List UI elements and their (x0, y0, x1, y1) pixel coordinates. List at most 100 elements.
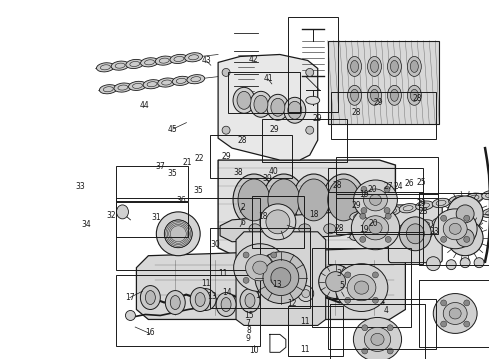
Ellipse shape (165, 291, 185, 315)
Circle shape (362, 325, 368, 331)
Circle shape (243, 252, 249, 258)
Ellipse shape (194, 289, 216, 310)
Ellipse shape (365, 327, 391, 351)
Text: 11: 11 (218, 269, 228, 278)
Ellipse shape (465, 211, 483, 220)
Ellipse shape (371, 333, 384, 345)
Ellipse shape (156, 212, 200, 256)
Ellipse shape (432, 198, 450, 208)
Text: 28: 28 (412, 94, 421, 103)
Ellipse shape (185, 53, 202, 62)
Ellipse shape (172, 76, 190, 85)
Circle shape (222, 68, 230, 76)
Bar (330, 303, 425, 360)
Ellipse shape (432, 217, 450, 226)
Ellipse shape (99, 85, 117, 94)
Text: 43: 43 (201, 57, 211, 66)
Text: 24: 24 (394, 181, 404, 190)
Ellipse shape (347, 57, 362, 76)
Text: 29: 29 (417, 199, 426, 208)
Ellipse shape (318, 265, 353, 298)
Ellipse shape (368, 57, 382, 76)
Bar (228, 72, 300, 113)
Text: 29: 29 (351, 201, 361, 210)
Text: 42: 42 (249, 55, 259, 64)
Bar (336, 194, 438, 234)
Ellipse shape (388, 85, 401, 105)
Circle shape (344, 272, 351, 278)
Text: 41: 41 (263, 75, 273, 84)
Ellipse shape (335, 264, 388, 311)
Text: 38: 38 (233, 168, 243, 177)
Polygon shape (218, 160, 395, 255)
Polygon shape (236, 232, 326, 325)
Ellipse shape (233, 174, 275, 226)
Ellipse shape (456, 205, 474, 223)
Ellipse shape (366, 209, 384, 218)
Bar (419, 193, 490, 265)
Ellipse shape (254, 95, 268, 113)
Ellipse shape (216, 293, 236, 316)
Ellipse shape (306, 96, 319, 104)
Polygon shape (220, 212, 371, 242)
Bar (419, 280, 490, 347)
Ellipse shape (190, 288, 210, 311)
Bar (288, 306, 343, 356)
Text: 39: 39 (262, 175, 272, 184)
Ellipse shape (449, 196, 466, 205)
Circle shape (361, 207, 367, 213)
Text: 12: 12 (287, 299, 296, 308)
Ellipse shape (263, 260, 299, 296)
Ellipse shape (433, 209, 477, 249)
Ellipse shape (350, 60, 359, 72)
Circle shape (361, 186, 367, 192)
FancyBboxPatch shape (389, 205, 442, 263)
Ellipse shape (351, 206, 400, 250)
Circle shape (362, 348, 368, 354)
Ellipse shape (407, 57, 421, 76)
Ellipse shape (443, 218, 467, 240)
Text: 28: 28 (419, 207, 428, 216)
Ellipse shape (158, 78, 175, 87)
Ellipse shape (238, 179, 270, 221)
Text: 5: 5 (340, 280, 344, 289)
Ellipse shape (117, 205, 128, 219)
Ellipse shape (354, 281, 368, 294)
Text: 29: 29 (313, 114, 322, 123)
Ellipse shape (370, 60, 378, 72)
Text: 7: 7 (245, 319, 250, 328)
Ellipse shape (97, 63, 114, 72)
Ellipse shape (263, 174, 305, 226)
Polygon shape (136, 248, 405, 319)
Text: 37: 37 (155, 162, 165, 171)
Ellipse shape (267, 94, 289, 120)
Ellipse shape (447, 196, 483, 232)
Ellipse shape (383, 206, 400, 216)
Circle shape (360, 213, 366, 219)
Text: 40: 40 (269, 167, 278, 176)
Text: 28: 28 (238, 136, 247, 145)
Ellipse shape (271, 98, 285, 116)
Text: 8: 8 (246, 327, 251, 336)
Circle shape (384, 186, 390, 192)
Text: 16: 16 (145, 328, 155, 337)
Circle shape (243, 277, 249, 283)
Ellipse shape (383, 225, 400, 235)
Text: 22: 22 (195, 154, 204, 163)
Ellipse shape (449, 214, 466, 223)
Bar (328, 168, 423, 232)
Text: 28: 28 (335, 224, 344, 233)
Text: 15: 15 (244, 311, 254, 320)
Ellipse shape (326, 272, 345, 292)
Ellipse shape (293, 174, 335, 226)
Text: 2: 2 (240, 203, 245, 212)
Circle shape (441, 321, 446, 327)
Text: 28: 28 (333, 181, 342, 190)
Bar (312, 248, 412, 328)
Text: 19: 19 (359, 225, 368, 234)
Ellipse shape (449, 308, 461, 319)
Ellipse shape (164, 220, 192, 248)
Ellipse shape (128, 81, 147, 90)
Bar (252, 196, 304, 248)
Bar (210, 228, 310, 307)
